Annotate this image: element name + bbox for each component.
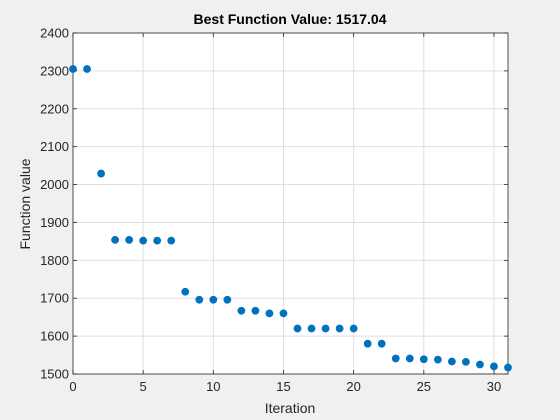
data-point [153,236,162,245]
data-point [125,235,134,244]
data-point [237,306,246,315]
data-point [111,235,119,244]
chart-title: Best Function Value: 1517.04 [194,11,387,27]
data-point [69,65,77,73]
plot-area [73,33,508,374]
data-point [447,357,456,366]
data-point [321,324,330,333]
y-tick-label: 2100 [40,139,69,154]
data-point [405,354,414,363]
y-tick-label: 1900 [40,215,69,230]
data-point [462,357,470,366]
data-point [83,65,91,73]
x-tick-label: 30 [487,379,501,394]
data-point [139,236,148,245]
data-point [181,287,190,296]
data-points [69,65,512,372]
data-point [504,363,512,372]
y-axis-label: Function value [17,158,33,249]
data-point [223,295,232,304]
data-point [419,355,428,364]
y-tick-label: 1800 [40,253,69,268]
axes-frame [72,32,509,375]
x-tick-label: 15 [276,379,290,394]
data-point [209,295,218,304]
data-point [349,324,358,333]
y-tick-label: 2200 [40,101,69,116]
data-point [251,306,260,315]
data-point [476,360,484,369]
data-point [265,309,274,318]
x-tick-label: 5 [140,379,147,394]
data-point [363,339,372,348]
y-tick-label: 1600 [40,329,69,344]
axis-ticks: 0 5 10 15 20 25 30 1500 1600 1700 1800 1900 2000 2100… [40,26,508,394]
x-tick-label: 25 [417,379,431,394]
x-tick-label: 10 [206,379,220,394]
data-point [97,169,105,178]
y-tick-label: 1500 [40,367,69,382]
y-tick-label: 2000 [40,177,69,192]
x-tick-label: 20 [346,379,360,394]
data-point [279,309,288,318]
y-tick-label: 1700 [40,291,69,306]
x-tick-label: 0 [69,379,76,394]
x-axis-label: Iteration [265,400,316,416]
data-point [167,236,176,245]
data-point [335,324,344,333]
data-point [490,362,498,371]
data-point [433,355,442,364]
y-tick-label: 2400 [40,26,69,41]
data-point [195,295,204,304]
y-tick-label: 2300 [40,63,69,78]
data-point [307,324,316,333]
data-point [293,324,302,333]
data-point [391,354,400,363]
data-point [377,339,386,348]
